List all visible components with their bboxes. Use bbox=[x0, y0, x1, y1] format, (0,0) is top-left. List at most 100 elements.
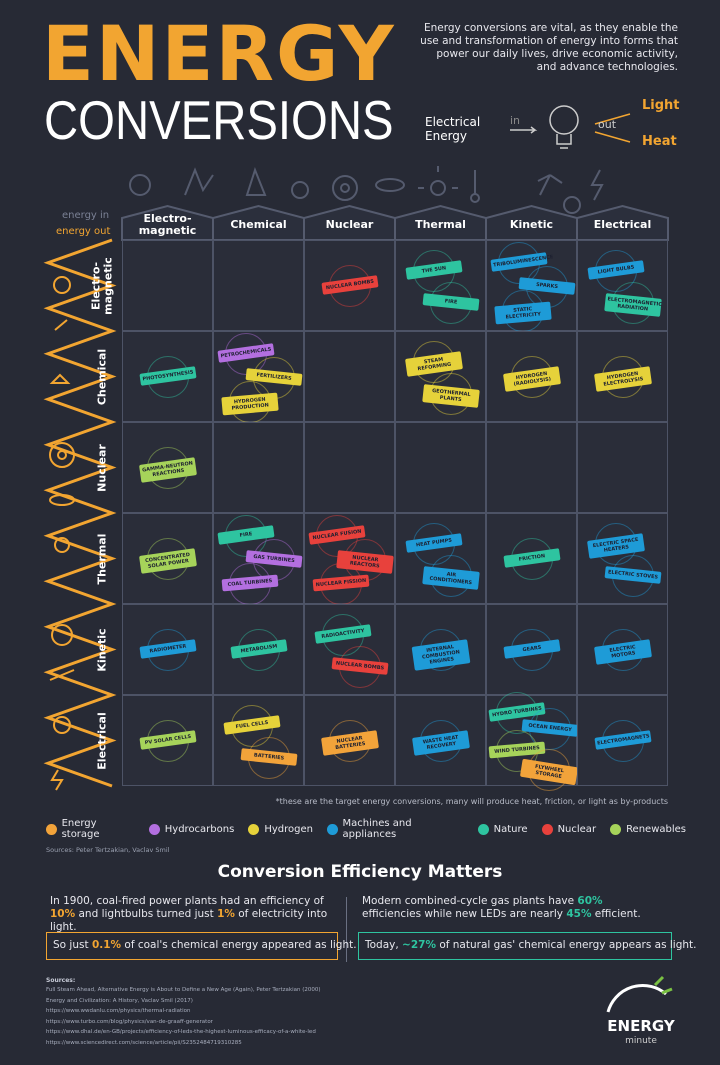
cell: Nuclear batteries bbox=[304, 695, 395, 786]
highlight: 1% bbox=[217, 908, 235, 920]
cell bbox=[122, 240, 213, 331]
diagram-output: Heat bbox=[642, 134, 677, 149]
section-title: Conversion Efficiency Matters bbox=[217, 862, 503, 882]
text: Today, bbox=[365, 939, 403, 951]
legend-item: Nature bbox=[477, 818, 528, 840]
cell: Photosynthesis bbox=[122, 331, 213, 422]
text: Energy storage bbox=[61, 818, 100, 840]
description: Energy conversions are vital, as they en… bbox=[420, 22, 678, 73]
cell: Radiometer bbox=[122, 604, 213, 695]
title-line-2: CONVERSIONS bbox=[44, 89, 394, 151]
legend: Energy storage Hydrocarbons Hydrogen Machin… bbox=[46, 818, 686, 840]
cell bbox=[486, 422, 577, 513]
text: So just bbox=[53, 939, 92, 951]
legend-dot bbox=[541, 823, 553, 835]
efficiency-box: Today, ~27% of natural gas' chemical ene… bbox=[358, 932, 697, 960]
text: Renewables bbox=[626, 823, 686, 835]
highlight: ~27% bbox=[402, 939, 436, 951]
text: Machines and appliances bbox=[342, 818, 412, 840]
row-header: Nuclear bbox=[95, 443, 108, 492]
efficiency-text: Modern combined-cycle gas plants have 60… bbox=[362, 895, 662, 921]
cell: Nuclear fusion Nuclear reactors Nuclear fi… bbox=[304, 513, 395, 605]
cell: Fire Gas turbines Coal turbines bbox=[213, 513, 304, 605]
cell: Triboluminescence Sparks Static electricit… bbox=[486, 240, 577, 332]
logo-line-2: minute bbox=[625, 1036, 657, 1046]
icons bbox=[129, 166, 604, 214]
highlight: 10% bbox=[50, 908, 76, 920]
logo-line-1: ENERGY bbox=[607, 1017, 675, 1035]
legend-dot bbox=[46, 823, 57, 835]
cell: Electromagnets bbox=[577, 695, 668, 786]
text: efficiencies while new LEDs are nearly bbox=[362, 908, 567, 920]
efficiency-text: In 1900, coal-fired power plants had an … bbox=[50, 895, 340, 934]
cell: Concentrated solar power bbox=[122, 513, 213, 604]
column-header: Electro-magnetic bbox=[138, 212, 197, 237]
cell: Electric motors bbox=[577, 604, 668, 695]
cell: Steam reforming Geothermal plants bbox=[395, 331, 486, 422]
legend-item: Hydrocarbons bbox=[148, 818, 234, 840]
text: of electricity into light. bbox=[50, 908, 328, 933]
row-header: Electrical bbox=[95, 711, 108, 770]
divider bbox=[346, 897, 347, 962]
diagram-output: Light bbox=[642, 98, 680, 113]
column-header: Electrical bbox=[593, 218, 652, 231]
diagram-in: in bbox=[510, 114, 521, 127]
diagram-input: Electrical Energy bbox=[425, 115, 481, 143]
cell: Nuclear bombs bbox=[304, 240, 395, 331]
cell: Radioactivity Nuclear bombs bbox=[304, 604, 395, 695]
row-header: Electro-magnetic bbox=[89, 256, 114, 315]
source-item: https://www.sciencedirect.com/science/ar… bbox=[46, 1039, 242, 1046]
source-item: https://www.wwdanlu.com/physics/thermal-… bbox=[46, 1008, 191, 1014]
side-zigzag bbox=[43, 238, 117, 788]
credits: Sources: Peter Tertzakian, Vaclav Smil bbox=[46, 846, 170, 854]
stamp: Hydrogen production bbox=[221, 392, 279, 416]
row-header: Kinetic bbox=[95, 627, 108, 672]
cell: PV solar cells bbox=[122, 695, 213, 786]
cell: Heat pumps Air conditioners bbox=[395, 513, 486, 604]
column-header: Thermal bbox=[415, 218, 466, 231]
bulb-icon bbox=[510, 105, 631, 149]
energy-in-label: energy in bbox=[62, 210, 110, 221]
side-icons bbox=[49, 276, 75, 791]
source-item: Full Steam Ahead, Alternative Energy is … bbox=[46, 987, 321, 993]
legend-item: Energy storage bbox=[46, 818, 135, 840]
legend-item: Machines and appliances bbox=[326, 818, 464, 840]
text: Modern combined-cycle gas plants have bbox=[362, 895, 578, 907]
legend-dot bbox=[248, 823, 260, 835]
highlight: 45% bbox=[566, 908, 592, 920]
cell: Metabolism bbox=[213, 604, 304, 695]
column-header: Kinetic bbox=[509, 218, 554, 231]
row-header: Chemical bbox=[95, 348, 108, 405]
text: of natural gas' chemical energy appears … bbox=[435, 939, 697, 951]
cell bbox=[395, 422, 486, 513]
title-line-1: ENERGY bbox=[42, 9, 396, 98]
cell: Internal combustion engines bbox=[395, 604, 486, 695]
text: and lightbulbs turned just bbox=[75, 908, 218, 920]
cell: Hydrogen electrolysis bbox=[577, 331, 668, 422]
text: efficient. bbox=[591, 908, 641, 920]
cell: Gamma-neutron reactions bbox=[122, 422, 213, 513]
footnote: *these are the target energy conversions… bbox=[275, 797, 668, 806]
energy-out-label: energy out bbox=[56, 226, 111, 237]
cell: Gears bbox=[486, 604, 577, 695]
sources-heading: Sources: bbox=[46, 977, 76, 984]
cell: Petrochemicals Fertilizers Hydrogen produc… bbox=[213, 331, 304, 423]
highlight: 60% bbox=[577, 895, 603, 907]
source-item: https://www.turbo.com/blog/physics/van-d… bbox=[46, 1018, 213, 1025]
source-item: Energy and Civilization: A History, Vacl… bbox=[46, 997, 193, 1004]
column-roofs bbox=[121, 204, 669, 241]
cell: Electric space heaters Electric stoves bbox=[577, 513, 668, 604]
highlight: 0.1% bbox=[91, 939, 122, 951]
cell bbox=[304, 331, 395, 422]
source-item: https://www.dhal.de/en-GB/projects/effic… bbox=[46, 1029, 316, 1035]
cell bbox=[213, 240, 304, 331]
legend-dot bbox=[326, 823, 338, 835]
cell: Waste heat recovery bbox=[395, 695, 486, 786]
cell: Hydro turbines Ocean energy Wind turbines F… bbox=[486, 692, 579, 791]
diagram-out: out bbox=[598, 118, 617, 131]
legend-dot bbox=[148, 823, 160, 835]
cell: Fuel cells Batteries bbox=[213, 695, 304, 786]
cell: Light bulbs Electromagnetic radiation bbox=[577, 240, 668, 331]
